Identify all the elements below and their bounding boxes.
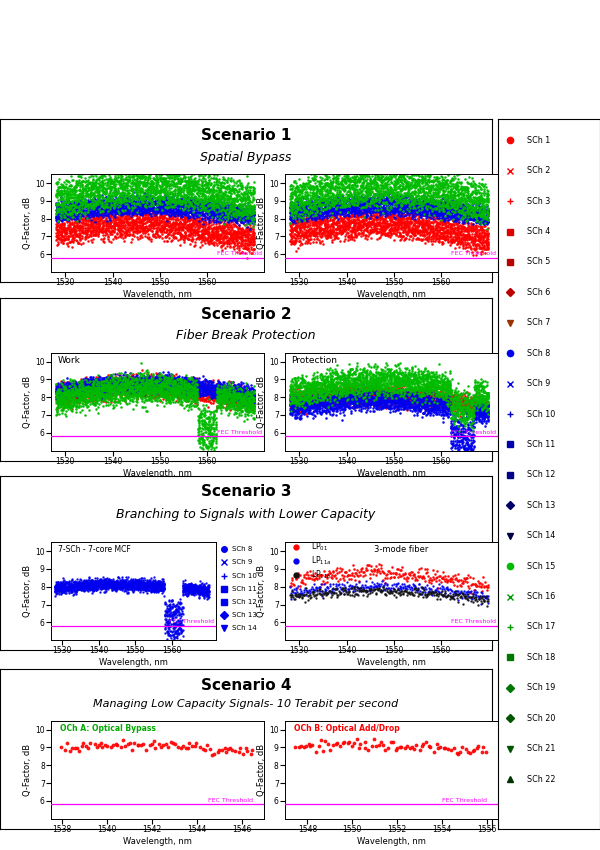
Text: FEC Threshold: FEC Threshold (451, 252, 496, 257)
Text: SCh 11: SCh 11 (232, 586, 256, 592)
Text: SCh 8: SCh 8 (527, 348, 550, 358)
Y-axis label: Q-Factor, dB: Q-Factor, dB (257, 376, 266, 428)
Text: SCh 9: SCh 9 (232, 559, 252, 565)
Text: SCh 13: SCh 13 (527, 501, 555, 510)
Text: SCh 10: SCh 10 (527, 410, 555, 418)
X-axis label: Wavelength, nm: Wavelength, nm (357, 658, 426, 667)
Text: LP$_{11b}$: LP$_{11b}$ (311, 569, 331, 581)
Text: SCh 19: SCh 19 (527, 683, 555, 692)
Text: FEC Threshold: FEC Threshold (451, 620, 496, 625)
Text: SCh 21: SCh 21 (527, 744, 555, 753)
Y-axis label: Q-Factor, dB: Q-Factor, dB (23, 565, 32, 617)
Y-axis label: Q-Factor, dB: Q-Factor, dB (23, 197, 32, 249)
Text: Branching to Signals with Lower Capacity: Branching to Signals with Lower Capacity (116, 508, 376, 521)
Text: Scenario 4: Scenario 4 (201, 677, 291, 693)
Text: SCh 9: SCh 9 (527, 379, 550, 388)
Text: Protection: Protection (292, 355, 337, 365)
Text: FEC Threshold: FEC Threshold (451, 430, 496, 435)
Text: SCh 8: SCh 8 (232, 547, 252, 553)
Text: OCh A: Optical Bypass: OCh A: Optical Bypass (59, 723, 155, 733)
X-axis label: Wavelength, nm: Wavelength, nm (123, 468, 192, 478)
Text: OCh B: Optical Add/Drop: OCh B: Optical Add/Drop (293, 723, 399, 733)
Text: SCh 13: SCh 13 (232, 612, 256, 618)
Text: SCh 5: SCh 5 (527, 258, 550, 266)
Y-axis label: Q-Factor, dB: Q-Factor, dB (257, 744, 266, 796)
X-axis label: Wavelength, nm: Wavelength, nm (357, 468, 426, 478)
Text: SCh 12: SCh 12 (527, 470, 555, 479)
Text: SCh 11: SCh 11 (527, 440, 555, 449)
Text: SCh 10: SCh 10 (232, 573, 256, 579)
Text: SCh 4: SCh 4 (527, 227, 550, 236)
Text: SCh 6: SCh 6 (527, 288, 550, 297)
X-axis label: Wavelength, nm: Wavelength, nm (123, 836, 192, 846)
Text: Scenario 3: Scenario 3 (201, 484, 291, 499)
Text: SCh 17: SCh 17 (527, 622, 555, 632)
X-axis label: Wavelength, nm: Wavelength, nm (357, 290, 426, 299)
Text: SCh 14: SCh 14 (527, 531, 555, 541)
Text: 3-mode fiber: 3-mode fiber (374, 545, 429, 554)
Text: FEC Threshold: FEC Threshold (169, 620, 214, 625)
Text: Fiber Break Protection: Fiber Break Protection (176, 329, 316, 342)
Y-axis label: Q-Factor, dB: Q-Factor, dB (23, 744, 32, 796)
Text: SCh 20: SCh 20 (527, 714, 555, 722)
Text: SCh 7: SCh 7 (527, 318, 550, 327)
Text: SCh 14: SCh 14 (232, 626, 256, 632)
X-axis label: Wavelength, nm: Wavelength, nm (99, 658, 168, 667)
Text: SCh 3: SCh 3 (527, 196, 550, 206)
Text: LP$_{01}$: LP$_{01}$ (311, 541, 328, 553)
Text: SCh 18: SCh 18 (527, 653, 555, 662)
X-axis label: Wavelength, nm: Wavelength, nm (123, 290, 192, 299)
Y-axis label: Q-Factor, dB: Q-Factor, dB (257, 197, 266, 249)
Text: SCh 15: SCh 15 (527, 562, 555, 570)
Text: SCh 16: SCh 16 (527, 592, 555, 601)
Text: LP$_{11a}$: LP$_{11a}$ (311, 554, 331, 567)
Text: SCh 1: SCh 1 (527, 136, 550, 144)
Y-axis label: Q-Factor, dB: Q-Factor, dB (257, 565, 266, 617)
Text: 7-SCh - 7-core MCF: 7-SCh - 7-core MCF (58, 545, 130, 554)
Text: SCh 2: SCh 2 (527, 167, 550, 175)
Text: FEC Threshold: FEC Threshold (217, 430, 262, 435)
Y-axis label: Q-Factor, dB: Q-Factor, dB (23, 376, 32, 428)
Text: Scenario 2: Scenario 2 (200, 307, 292, 322)
Text: Spatial Bypass: Spatial Bypass (200, 150, 292, 163)
Text: FEC Threshold: FEC Threshold (442, 798, 487, 803)
Text: Work: Work (58, 355, 80, 365)
Text: SCh 22: SCh 22 (527, 774, 555, 784)
Text: Scenario 1: Scenario 1 (201, 128, 291, 144)
X-axis label: Wavelength, nm: Wavelength, nm (357, 836, 426, 846)
Text: SCh 12: SCh 12 (232, 599, 256, 605)
Text: Managing Low Capacity Signals- 10 Terabit per second: Managing Low Capacity Signals- 10 Terabi… (94, 699, 398, 709)
Text: FEC Threshold: FEC Threshold (208, 798, 253, 803)
Text: FEC Threshold: FEC Threshold (217, 252, 262, 257)
